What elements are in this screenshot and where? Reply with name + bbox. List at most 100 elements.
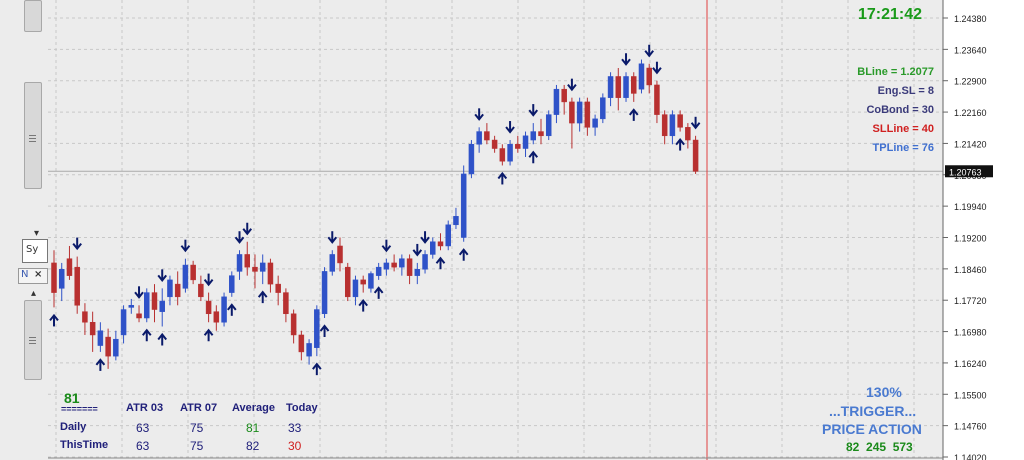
candle-body [97,330,104,346]
candle-body [290,313,297,336]
candle-body [538,131,544,137]
candle-body [113,338,119,357]
candle-body [51,262,57,293]
left-side-panel: Sy ▾ N × ▴ [0,0,49,460]
navigator-scrollbar-thumb[interactable] [24,300,42,380]
candle-body [623,76,629,98]
candle-body [205,300,212,315]
candle-body [545,114,552,137]
candle-body [391,262,397,268]
candle-body [406,258,413,276]
axis-tick-label: 1.17720 [954,296,987,306]
axis-tick-label: 1.16240 [954,359,987,369]
candle-body [66,258,73,276]
down-arrow-icon [203,278,214,287]
info-line: TPLine = 76 [872,142,934,154]
candle-body [507,144,513,162]
candle-body [82,311,88,323]
candle-body [58,269,65,289]
stats-header: ATR 07 [180,402,218,414]
candle-body [607,76,614,98]
candle-body [244,254,250,268]
stats-value: 75 [190,439,204,453]
symbol-tab-label: Sy [26,244,39,255]
candle-body [352,279,359,298]
scroll-up-icon[interactable]: ▴ [31,288,37,299]
candle-body [252,266,258,272]
stats-value: 33 [288,421,302,435]
candle-body [460,173,467,238]
candle-body [182,264,189,289]
candle-body [259,262,266,272]
price-axis-background [943,0,1003,460]
up-arrow-icon [141,328,152,336]
candle-body [198,283,204,298]
candle-body [530,131,537,141]
up-arrow-icon [203,328,214,336]
scroll-down-icon[interactable]: ▾ [34,228,40,239]
candle-body [74,266,80,306]
stats-header: Today [286,402,318,414]
separator-line: ======= [61,404,98,414]
candle-body [399,258,405,268]
pips-numbers: 82 245 573 [846,440,913,454]
stats-value: 63 [136,421,150,435]
server-clock: 17:21:42 [858,6,923,23]
candle-body [692,139,699,172]
stats-value: 82 [246,439,260,453]
down-arrow-icon [621,58,631,66]
candle-body [484,131,490,141]
close-icon[interactable]: × [34,269,43,280]
axis-tick-label: 1.14760 [954,422,987,432]
trigger-label: ...TRIGGER... [829,403,917,419]
candle-body [569,101,575,124]
candle-body [491,139,498,149]
chart-grid [48,0,943,458]
candle-body [275,283,281,293]
candle-body [229,275,235,293]
price-action-label: PRICE ACTION [822,421,922,437]
down-arrow-icon [567,84,577,92]
panel-scrollbar-top[interactable] [24,0,42,32]
candle-body [445,224,451,247]
candle-body [476,131,482,145]
candle-body [437,241,444,247]
candle-body [159,300,165,312]
stats-row-label: ThisTime [60,439,109,451]
candle-body [453,216,459,226]
axis-tick-label: 1.16980 [954,328,987,338]
down-arrow-icon [505,126,515,134]
candle-body [306,343,312,357]
candle-body [267,262,274,285]
candle-body [646,67,652,86]
up-arrow-icon [227,303,237,311]
up-arrow-icon [497,171,508,180]
down-arrow-icon [528,109,539,117]
candle-body [128,305,135,308]
navigator-tab-label: N [21,269,29,280]
symbol-tab[interactable]: Sy [22,239,48,263]
down-arrow-icon [412,249,423,257]
candle-body [669,114,676,137]
candle-body [321,271,328,315]
up-arrow-icon [157,332,168,341]
candle-body [190,264,196,281]
candle-body [105,336,111,357]
candle-body [167,279,173,298]
info-line: SLLine = 40 [872,123,934,135]
down-arrow-icon [644,50,654,58]
candle-body [677,114,683,128]
candle-body [414,269,421,276]
up-arrow-icon [435,256,446,264]
stats-header: ATR 03 [126,402,164,414]
percent-label: 130% [866,384,902,400]
stats-value: 81 [246,421,260,435]
axis-tick-label: 1.24380 [954,14,987,24]
candle-body [661,114,668,137]
panel-scrollbar-thumb[interactable] [24,82,42,189]
price-chart[interactable]: 1.243801.236401.229001.221601.214201.206… [48,0,1003,460]
current-price-marker [945,165,993,178]
axis-tick-label: 1.19200 [954,234,987,244]
axis-tick-label: 1.19940 [954,202,987,212]
navigator-tab[interactable]: N × [18,268,48,284]
